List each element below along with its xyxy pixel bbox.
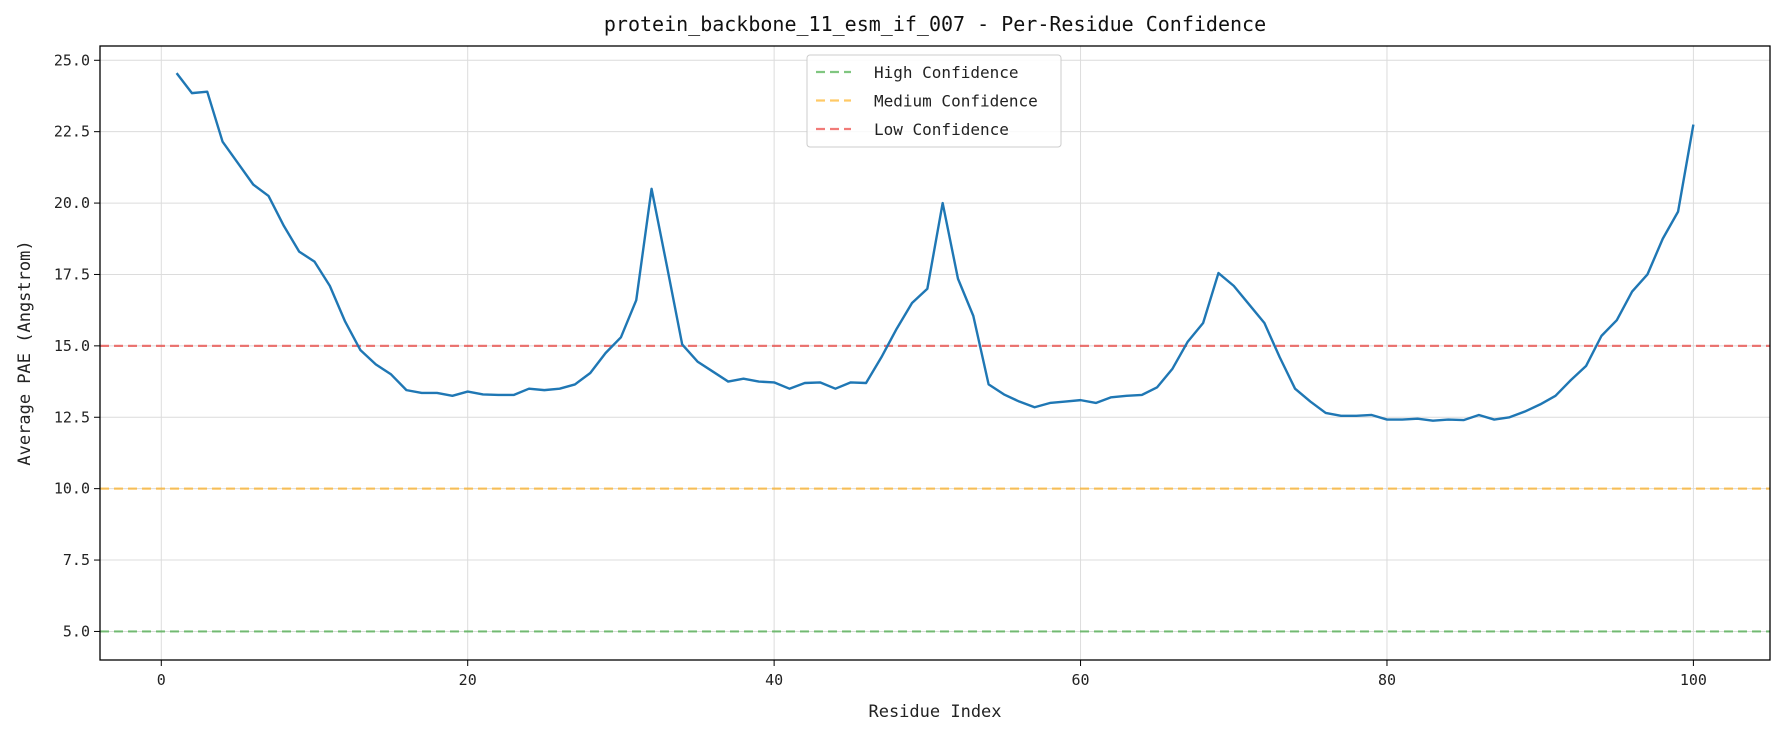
x-axis-ticks: 0 20 40 60 80 100 bbox=[157, 660, 1707, 689]
chart-title: protein_backbone_11_esm_if_007 - Per-Res… bbox=[604, 12, 1266, 36]
y-tick-label: 5.0 bbox=[63, 622, 90, 640]
y-tick-label: 7.5 bbox=[63, 551, 90, 569]
data-series bbox=[175, 72, 1695, 422]
y-tick-label: 17.5 bbox=[54, 265, 90, 283]
y-axis-label: Average PAE (Angstrom) bbox=[15, 240, 35, 465]
pae-series-line bbox=[175, 72, 1695, 422]
x-tick-label: 100 bbox=[1680, 671, 1707, 689]
chart-legend: High Confidence Medium Confidence Low Conf… bbox=[806, 54, 1062, 148]
x-tick-label: 60 bbox=[1072, 671, 1090, 689]
x-axis-label: Residue Index bbox=[868, 702, 1001, 722]
y-tick-label: 22.5 bbox=[54, 123, 90, 141]
x-tick-label: 80 bbox=[1378, 671, 1396, 689]
legend-label: Low Confidence bbox=[874, 120, 1009, 139]
legend-label: Medium Confidence bbox=[874, 92, 1038, 111]
legend-box bbox=[806, 54, 1062, 148]
x-tick-label: 40 bbox=[765, 671, 783, 689]
plot-frame bbox=[99, 45, 1771, 661]
y-axis-ticks: 5.0 7.5 10.0 12.5 15.0 17.5 20.0 22.5 25.0 bbox=[54, 51, 100, 640]
y-tick-label: 20.0 bbox=[54, 194, 90, 212]
y-tick-label: 15.0 bbox=[54, 337, 90, 355]
x-tick-label: 20 bbox=[459, 671, 477, 689]
y-tick-label: 10.0 bbox=[54, 480, 90, 498]
y-tick-label: 12.5 bbox=[54, 408, 90, 426]
legend-label: High Confidence bbox=[874, 63, 1019, 82]
y-tick-label: 25.0 bbox=[54, 51, 90, 69]
x-tick-label: 0 bbox=[157, 671, 166, 689]
reference-lines bbox=[100, 344, 1770, 633]
